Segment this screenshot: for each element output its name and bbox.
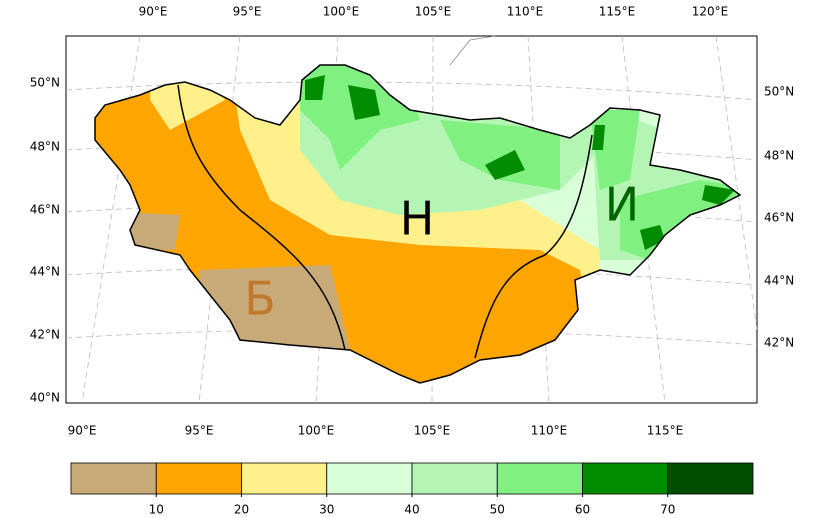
colorbar-swatch xyxy=(241,462,328,495)
lon-label: 100°E xyxy=(323,5,360,19)
lat-label: 48°N xyxy=(30,140,60,154)
colorbar-swatch xyxy=(70,462,157,495)
lat-label: 46°N xyxy=(30,203,60,217)
colorbar-tick-label: 50 xyxy=(490,503,505,517)
lon-label: 90°E xyxy=(139,5,168,19)
lon-label: 90°E xyxy=(68,424,97,438)
lat-label: 50°N xyxy=(764,85,794,99)
lat-label: 40°N xyxy=(30,391,60,405)
lon-label: 110°E xyxy=(507,5,544,19)
lon-label: 115°E xyxy=(647,424,684,438)
colorbar-swatch xyxy=(326,462,413,495)
colorbar-swatch xyxy=(155,462,242,495)
lon-label: 95°E xyxy=(233,5,262,19)
colorbar-swatch xyxy=(667,462,754,495)
lat-label: 44°N xyxy=(764,274,794,288)
colorbar-tick-label: 20 xyxy=(234,503,249,517)
colorbar-tick-label: 30 xyxy=(319,503,334,517)
colorbar-swatch xyxy=(582,462,669,495)
lat-label: 46°N xyxy=(764,211,794,225)
lat-label: 42°N xyxy=(30,328,60,342)
lat-label: 48°N xyxy=(764,149,794,163)
lon-label: 95°E xyxy=(185,424,214,438)
lon-label: 100°E xyxy=(298,424,335,438)
region-label: Н xyxy=(400,192,435,246)
lat-label: 42°N xyxy=(764,336,794,350)
colorbar-tick-label: 40 xyxy=(404,503,419,517)
colorbar-tick-label: 10 xyxy=(149,503,164,517)
lon-label: 120°E xyxy=(692,5,729,19)
colorbar-tick-label: 70 xyxy=(660,503,675,517)
region-label: Б xyxy=(244,272,276,326)
colorbar-swatch xyxy=(411,462,498,495)
colorbar-tick-label: 60 xyxy=(575,503,590,517)
lon-label: 115°E xyxy=(599,5,636,19)
colorbar-swatch xyxy=(496,462,583,495)
lon-label: 110°E xyxy=(531,424,568,438)
lon-label: 105°E xyxy=(414,424,451,438)
lat-label: 44°N xyxy=(30,265,60,279)
lon-label: 105°E xyxy=(415,5,452,19)
zone-boundaries xyxy=(177,84,593,359)
region-label: И xyxy=(605,178,639,232)
lat-label: 50°N xyxy=(30,76,60,90)
